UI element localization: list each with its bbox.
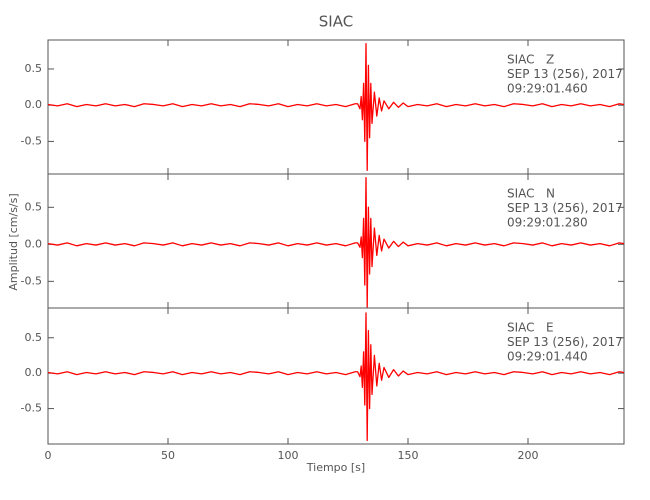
annotation: SEP 13 (256), 2017 bbox=[507, 335, 623, 349]
annotation: SEP 13 (256), 2017 bbox=[507, 201, 623, 215]
x-tick-label: 0 bbox=[45, 449, 52, 462]
y-tick-label: 0.0 bbox=[25, 98, 43, 111]
annotation: SIAC Z bbox=[507, 53, 554, 67]
annotation: SIAC N bbox=[507, 187, 555, 201]
annotation: SEP 13 (256), 2017 bbox=[507, 67, 623, 81]
x-tick-label: 200 bbox=[518, 449, 539, 462]
y-tick-label: 0.5 bbox=[25, 200, 43, 213]
chart-title: SIAC bbox=[319, 13, 353, 31]
x-tick-label: 50 bbox=[161, 449, 175, 462]
x-axis-label: Tiempo [s] bbox=[306, 461, 365, 474]
y-tick-label: 0.0 bbox=[25, 366, 43, 379]
trace bbox=[47, 42, 625, 172]
y-tick-label: 0.0 bbox=[25, 237, 43, 250]
y-axis-label: Amplitud [cm/s/s] bbox=[7, 193, 20, 290]
x-tick-label: 100 bbox=[278, 449, 299, 462]
annotation: 09:29:01.460 bbox=[507, 82, 588, 96]
trace bbox=[47, 312, 625, 442]
y-tick-label: 0.5 bbox=[25, 62, 43, 75]
y-tick-label: 0.5 bbox=[25, 331, 43, 344]
x-tick-label: 150 bbox=[398, 449, 419, 462]
annotation: SIAC E bbox=[507, 321, 554, 335]
annotation: 09:29:01.280 bbox=[507, 216, 588, 230]
y-tick-label: -0.5 bbox=[21, 274, 42, 287]
trace bbox=[47, 177, 625, 308]
annotation: 09:29:01.440 bbox=[507, 350, 588, 364]
y-tick-label: -0.5 bbox=[21, 402, 42, 415]
panel-frame bbox=[47, 307, 625, 445]
y-tick-label: -0.5 bbox=[21, 134, 42, 147]
